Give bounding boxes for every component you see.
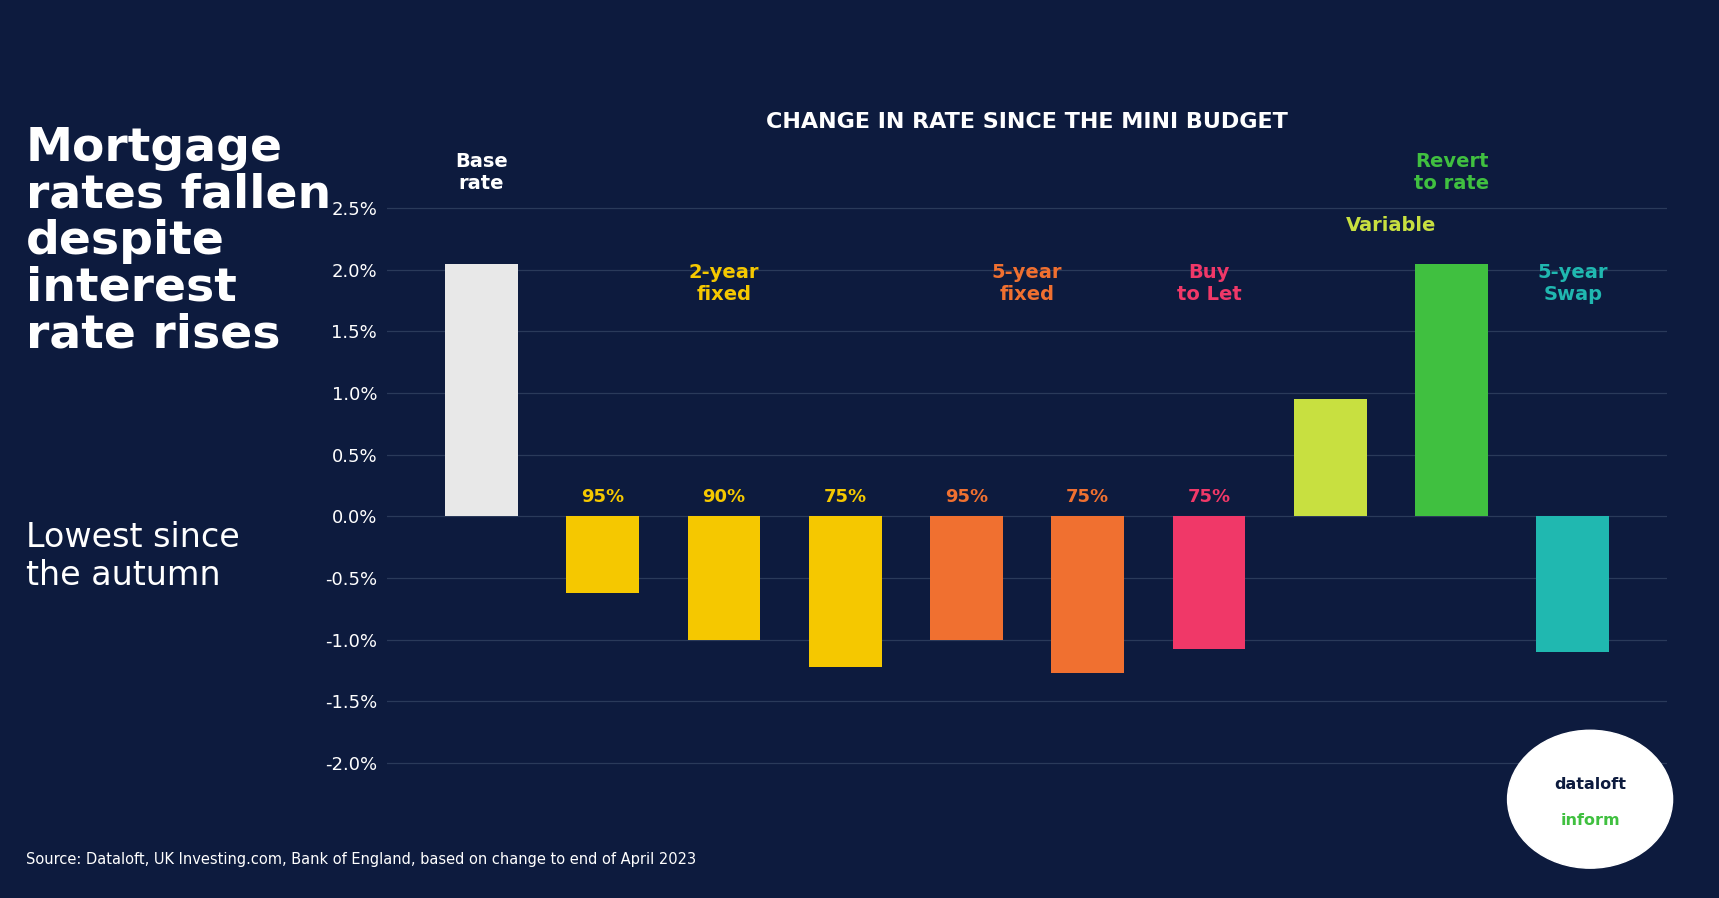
Title: CHANGE IN RATE SINCE THE MINI BUDGET: CHANGE IN RATE SINCE THE MINI BUDGET xyxy=(767,111,1288,132)
Text: 5-year
Swap: 5-year Swap xyxy=(1537,263,1607,304)
Bar xyxy=(930,516,1002,639)
Text: 95%: 95% xyxy=(945,489,988,506)
Text: 5-year
fixed: 5-year fixed xyxy=(992,263,1062,304)
Text: dataloft: dataloft xyxy=(1554,778,1626,792)
Circle shape xyxy=(1508,730,1673,868)
Text: 75%: 75% xyxy=(1188,489,1231,506)
Bar xyxy=(1415,264,1489,516)
Bar xyxy=(1294,400,1367,516)
Text: 2-year
90%: 2-year 90% xyxy=(1300,465,1360,504)
Text: Mortgage
rates fallen
despite
interest
rate rises: Mortgage rates fallen despite interest r… xyxy=(26,126,332,357)
Text: Revert
to rate: Revert to rate xyxy=(1415,153,1489,193)
Bar xyxy=(566,516,639,593)
Bar xyxy=(810,516,882,666)
Text: inform: inform xyxy=(1561,814,1619,828)
Text: Buy
to Let: Buy to Let xyxy=(1176,263,1241,304)
Bar xyxy=(688,516,760,639)
Bar xyxy=(445,264,517,516)
Text: Variable: Variable xyxy=(1346,216,1435,235)
Text: Base
rate: Base rate xyxy=(456,153,507,193)
Bar xyxy=(1537,516,1609,652)
Text: Source: Dataloft, UK Investing.com, Bank of England, based on change to end of A: Source: Dataloft, UK Investing.com, Bank… xyxy=(26,851,696,867)
Text: 2-year
fixed: 2-year fixed xyxy=(689,263,760,304)
Bar xyxy=(1172,516,1245,649)
Text: 95%: 95% xyxy=(581,489,624,506)
Text: 90%: 90% xyxy=(703,489,746,506)
Text: 75%: 75% xyxy=(1066,489,1109,506)
Bar xyxy=(1052,516,1124,673)
Text: 75%: 75% xyxy=(823,489,866,506)
Text: Lowest since
the autumn: Lowest since the autumn xyxy=(26,521,239,592)
